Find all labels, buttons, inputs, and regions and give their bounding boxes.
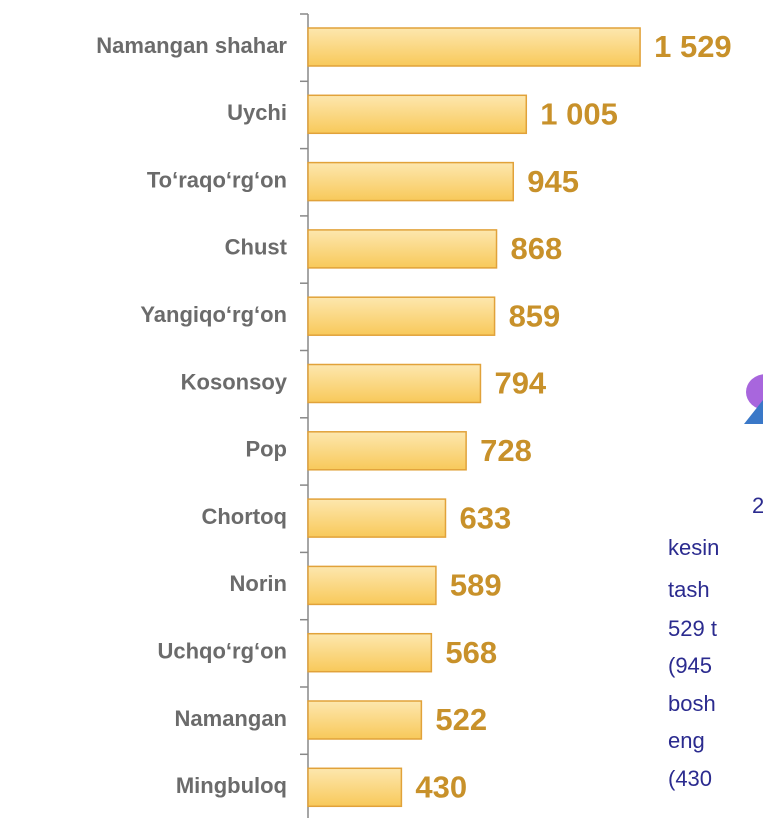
- data-label: 794: [494, 366, 546, 401]
- bar: [307, 565, 437, 606]
- bar: [307, 161, 515, 202]
- data-label: 1 529: [654, 29, 732, 64]
- annotation: (430: [668, 766, 712, 791]
- y-tick-label: Namangan shahar: [96, 33, 287, 58]
- data-label: 568: [445, 635, 497, 670]
- y-tick-label: To‘raqo‘rg‘on: [147, 167, 287, 192]
- bar: [307, 296, 496, 336]
- data-label: 633: [459, 500, 511, 535]
- y-tick-label: Chust: [225, 235, 288, 260]
- bar: [307, 27, 641, 67]
- y-tick-label: Chortoq: [201, 504, 287, 529]
- bar: [307, 363, 482, 404]
- bar: [307, 632, 433, 673]
- y-tick-label: Uychi: [227, 100, 287, 125]
- annotation: bosh: [668, 691, 716, 716]
- annotation: (945: [668, 653, 712, 678]
- y-tick-label: Pop: [245, 437, 287, 462]
- annotation: kesin: [668, 535, 719, 560]
- bar: [307, 431, 467, 471]
- icon: [744, 374, 763, 424]
- bar: [307, 498, 447, 538]
- y-tick-label: Yangiqo‘rg‘on: [140, 302, 287, 327]
- y-tick-label: Norin: [230, 571, 287, 596]
- data-label: 728: [480, 433, 532, 468]
- data-label: 430: [415, 769, 467, 804]
- y-tick-label: Mingbuloq: [176, 773, 287, 798]
- data-label: 1 005: [540, 96, 618, 131]
- bar: [307, 700, 423, 740]
- data-label: 522: [435, 702, 487, 737]
- y-tick-label: Kosonsoy: [181, 369, 288, 394]
- data-label: 945: [527, 164, 579, 199]
- annotation: 529 t: [668, 616, 717, 641]
- data-label: 589: [450, 568, 502, 603]
- annotation: eng: [668, 728, 705, 753]
- annotation: 2: [752, 493, 763, 518]
- bar: [307, 767, 403, 808]
- y-tick-label: Uchqo‘rg‘on: [157, 639, 287, 664]
- data-label: 868: [511, 231, 563, 266]
- bar: [307, 229, 498, 269]
- data-label: 859: [509, 298, 561, 333]
- y-tick-label: Namangan: [175, 706, 287, 731]
- annotation: tash: [668, 577, 710, 602]
- bar: [307, 94, 528, 135]
